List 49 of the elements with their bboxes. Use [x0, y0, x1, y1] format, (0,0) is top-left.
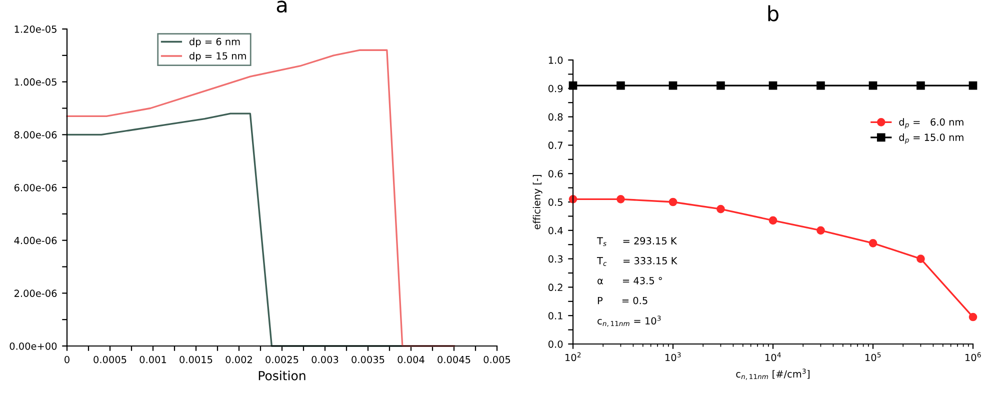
annotation: α = 43.5 °: [598, 276, 662, 284]
x-tick-label: 0.0005: [94, 356, 126, 364]
y-tick-label: 0.2: [548, 284, 562, 292]
line-series: [66, 49, 455, 347]
x-tick-label: 0.0045: [438, 356, 470, 364]
x-tick-label: 0.005: [484, 356, 510, 364]
y-tick-label: 1.00e-05: [14, 78, 56, 86]
x-tick-label: 10$^{2}$: [566, 352, 581, 362]
y-tick-label: 0.1: [548, 312, 562, 320]
legend-label: d$_{p}$ = 6.0 nm: [899, 118, 964, 129]
y-tick-label: 1.0: [548, 56, 563, 64]
x-tick-label: 0.0015: [180, 356, 212, 364]
x-tick-label: 0.002: [226, 356, 252, 364]
y-tick-label: 1.20e-05: [14, 25, 56, 33]
text: T$_{s}$ = 293.15 K: [596, 237, 678, 246]
y-tick-label: 0.5: [548, 198, 562, 206]
y-tick-label: 8.00e-06: [14, 131, 57, 138]
x-tick-label: 0.0025: [266, 356, 298, 364]
chart-title: b: [768, 5, 778, 22]
x-tick-label: 10$^{4}$: [766, 352, 781, 362]
y-tick-label: 2.00e-06: [14, 290, 57, 297]
y-tick-label: 0.4: [548, 226, 563, 234]
x-tick-label: 0: [64, 356, 70, 364]
y-tick-label: 0.7: [548, 142, 562, 150]
legend-label: dp = 15 nm: [190, 52, 246, 62]
y-tick-label: 0.9: [548, 84, 563, 92]
x-axis-title: Position: [258, 370, 306, 380]
annotation: c$_{n,11nm}$ = 10$^{3}$: [598, 316, 661, 327]
x-tick-label: 0.004: [398, 356, 424, 364]
x-tick-label: 10$^{6}$: [966, 352, 981, 362]
legend-label: d$_{p}$ = 15.0 nm: [899, 133, 964, 144]
text: T$_{c}$ = 333.15 K: [596, 257, 678, 266]
y-tick-label: 6.00e-06: [14, 184, 57, 192]
annotation: P = 0.5: [598, 296, 648, 304]
y-tick-label: 0.3: [548, 255, 562, 263]
x-tick-label: 0.001: [140, 356, 166, 364]
y-axis-title: efficieny [-]: [532, 175, 542, 230]
y-tick-label: 0.0: [548, 340, 563, 348]
x-axis-title: c$_{n,11nm}$ [#/cm$^{3}$]: [736, 368, 810, 380]
y-tick-label: 4.00e-06: [14, 236, 57, 244]
x-tick-label: 10$^{3}$: [666, 352, 681, 362]
chart-title: a: [276, 0, 286, 13]
x-tick-label: 10$^{5}$: [866, 352, 881, 362]
x-tick-label: 0.0035: [352, 356, 384, 364]
y-tick-label: 0.00e+00: [10, 342, 57, 350]
y-tick-label: 0.8: [548, 113, 563, 121]
legend-label: dp = 6 nm: [190, 38, 240, 48]
y-tick-label: 0.6: [548, 170, 563, 178]
x-tick-label: 0.003: [312, 356, 338, 364]
